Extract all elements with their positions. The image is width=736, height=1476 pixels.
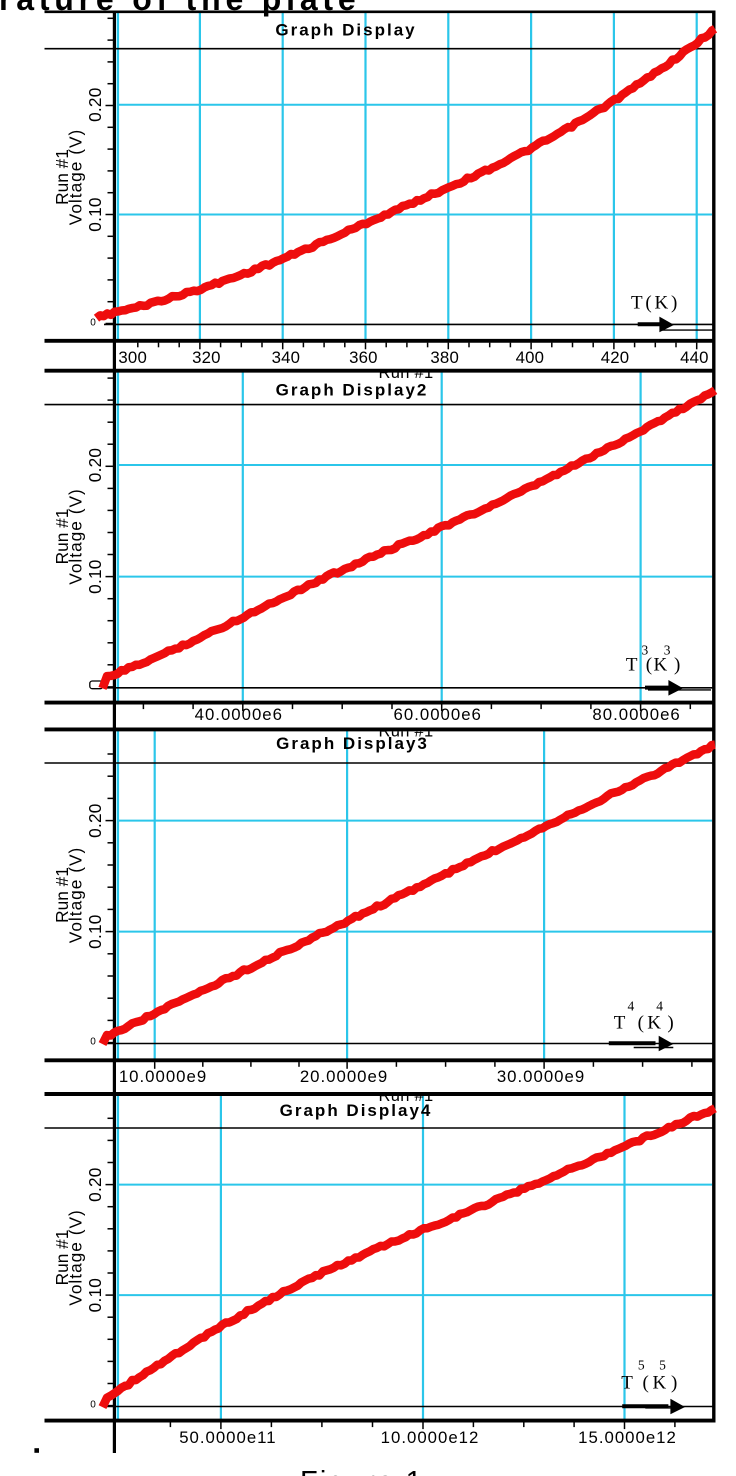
svg-text:360: 360 xyxy=(349,348,378,367)
svg-text:340: 340 xyxy=(272,348,301,367)
svg-text:0.20: 0.20 xyxy=(85,1167,105,1201)
svg-text:3: 3 xyxy=(642,643,649,658)
svg-text:30.0000e9: 30.0000e9 xyxy=(497,1067,585,1086)
svg-text:0.10: 0.10 xyxy=(85,559,105,593)
svg-text:T: T xyxy=(621,1373,633,1394)
svg-text:Graph Display: Graph Display xyxy=(275,21,416,40)
svg-text:40.0000e6: 40.0000e6 xyxy=(195,705,283,724)
svg-text:(: ( xyxy=(646,655,652,676)
svg-text:440: 440 xyxy=(680,348,709,367)
svg-text:(: ( xyxy=(638,1013,644,1034)
svg-text:Graph Display3: Graph Display3 xyxy=(276,734,429,753)
svg-text:): ) xyxy=(667,1013,673,1034)
svg-text:T(K): T(K) xyxy=(631,293,680,314)
svg-text:0: 0 xyxy=(90,1037,96,1048)
svg-text:K: K xyxy=(647,1013,661,1034)
svg-text:(: ( xyxy=(643,1373,649,1394)
svg-text:80.0000e6: 80.0000e6 xyxy=(592,705,680,724)
svg-text:Graph Display2: Graph Display2 xyxy=(276,381,429,400)
svg-text:Run #1: Run #1 xyxy=(379,364,434,382)
svg-text:Run #1: Run #1 xyxy=(379,1087,434,1105)
svg-text:300: 300 xyxy=(118,348,147,367)
svg-text:Voltage (V): Voltage (V) xyxy=(66,847,86,944)
svg-text:K: K xyxy=(654,655,668,676)
svg-text:Run #1: Run #1 xyxy=(52,149,72,205)
svg-text:4: 4 xyxy=(628,999,635,1014)
svg-text:Voltage (V): Voltage (V) xyxy=(66,488,86,585)
svg-text:Run #1: Run #1 xyxy=(52,1230,72,1286)
svg-text:400: 400 xyxy=(516,348,545,367)
svg-text:380: 380 xyxy=(430,348,459,367)
svg-text:0: 0 xyxy=(90,318,96,329)
svg-text:10.0000e9: 10.0000e9 xyxy=(119,1067,207,1086)
svg-text:60.0000e6: 60.0000e6 xyxy=(394,705,482,724)
svg-text:Voltage (V): Voltage (V) xyxy=(66,129,86,226)
svg-text:5: 5 xyxy=(638,1358,645,1373)
svg-text:): ) xyxy=(671,1373,677,1394)
svg-text:0.10: 0.10 xyxy=(85,197,105,231)
svg-text:rature of the plate: rature of the plate xyxy=(0,0,360,17)
svg-text:Graph Display4: Graph Display4 xyxy=(280,1101,433,1120)
svg-text:Run #1: Run #1 xyxy=(52,867,72,923)
svg-text:0.10: 0.10 xyxy=(85,1278,105,1312)
svg-text:K: K xyxy=(653,1373,667,1394)
svg-text:10.0000e12: 10.0000e12 xyxy=(381,1428,480,1447)
svg-text:420: 420 xyxy=(601,348,630,367)
svg-text:T: T xyxy=(614,1013,626,1034)
svg-text:20.0000e9: 20.0000e9 xyxy=(300,1067,388,1086)
svg-text:Voltage (V): Voltage (V) xyxy=(66,1209,86,1306)
svg-text:0.20: 0.20 xyxy=(85,87,105,121)
svg-text:0.20: 0.20 xyxy=(85,803,105,837)
svg-text:0: 0 xyxy=(90,1400,96,1411)
svg-text:50.0000e11: 50.0000e11 xyxy=(179,1428,276,1447)
svg-text:5: 5 xyxy=(659,1358,666,1373)
svg-text:Run #1: Run #1 xyxy=(379,723,434,741)
svg-text:Run #1: Run #1 xyxy=(52,509,72,565)
svg-text:3: 3 xyxy=(664,643,671,658)
svg-text:15.0000e12: 15.0000e12 xyxy=(578,1428,677,1447)
svg-text:0.10: 0.10 xyxy=(85,914,105,948)
svg-text:): ) xyxy=(674,655,680,676)
svg-text:Figure 1: Figure 1 xyxy=(300,1466,424,1476)
svg-text:T: T xyxy=(626,655,638,676)
svg-text:320: 320 xyxy=(192,348,221,367)
svg-text:4: 4 xyxy=(656,999,663,1014)
svg-text:0.20: 0.20 xyxy=(85,448,105,482)
